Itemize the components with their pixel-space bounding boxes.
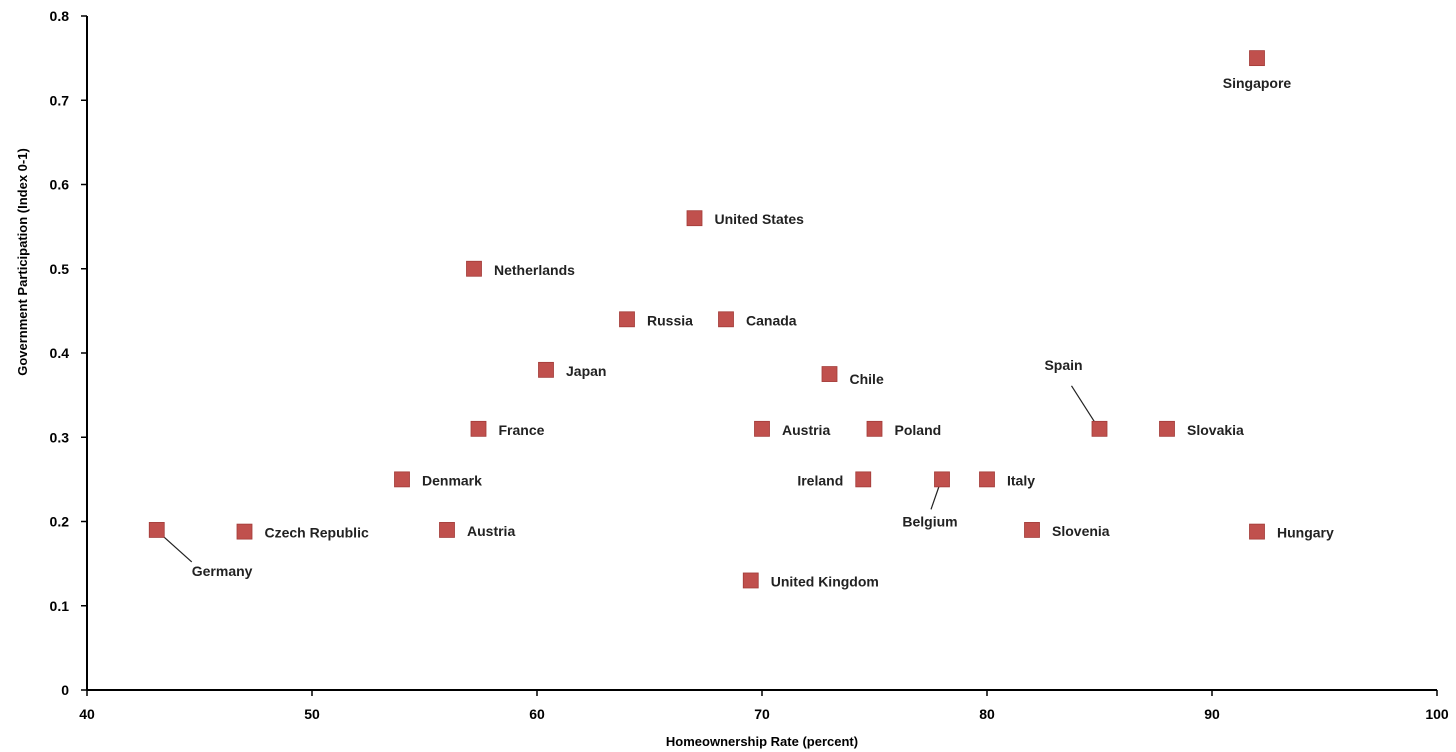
data-point-russia	[620, 312, 635, 327]
y-tick-label: 0.5	[50, 261, 70, 277]
leader-line-germany	[163, 536, 192, 562]
data-point-spain	[1092, 421, 1107, 436]
data-point-italy	[980, 472, 995, 487]
point-label-germany: Germany	[192, 563, 253, 579]
y-tick-label: 0.4	[50, 345, 70, 361]
point-label-united-kingdom: United Kingdom	[771, 573, 879, 589]
point-label-slovenia: Slovenia	[1052, 523, 1110, 539]
y-tick-label: 0.6	[50, 177, 70, 193]
y-tick-label: 0.8	[50, 8, 70, 24]
y-tick-label: 0.7	[50, 92, 70, 108]
data-point-slovenia	[1025, 522, 1040, 537]
point-label-spain: Spain	[1044, 357, 1082, 373]
data-point-czech-republic	[237, 524, 252, 539]
point-label-canada: Canada	[746, 312, 797, 328]
data-point-japan	[539, 362, 554, 377]
data-point-netherlands	[467, 261, 482, 276]
point-label-netherlands: Netherlands	[494, 262, 575, 278]
point-label-czech-republic: Czech Republic	[265, 525, 369, 541]
y-tick-label: 0.3	[50, 429, 70, 445]
x-tick-label: 90	[1204, 706, 1220, 722]
data-point-austria	[440, 522, 455, 537]
x-tick-label: 100	[1425, 706, 1449, 722]
data-points	[149, 51, 1264, 588]
x-tick-label: 50	[304, 706, 320, 722]
axes	[81, 16, 1437, 696]
data-point-germany	[149, 522, 164, 537]
data-point-poland	[867, 421, 882, 436]
data-point-denmark	[395, 472, 410, 487]
point-label-france: France	[499, 422, 545, 438]
data-point-canada	[719, 312, 734, 327]
point-label-hungary: Hungary	[1277, 525, 1334, 541]
point-labels: Germany Czech Republic Austria Denmark Franc…	[192, 75, 1334, 589]
point-label-ireland: Ireland	[797, 472, 843, 488]
data-point-united-kingdom	[743, 573, 758, 588]
x-axis-title: Homeownership Rate (percent)	[666, 734, 858, 749]
data-point-united-states	[687, 211, 702, 226]
data-point-ireland	[856, 472, 871, 487]
data-point-chile	[822, 367, 837, 382]
data-point-austria	[755, 421, 770, 436]
leader-line-belgium	[931, 486, 939, 509]
point-label-austria: Austria	[782, 422, 830, 438]
point-label-chile: Chile	[850, 371, 884, 387]
data-point-singapore	[1250, 51, 1265, 66]
point-label-italy: Italy	[1007, 472, 1035, 488]
x-tick-label: 40	[79, 706, 95, 722]
point-label-austria: Austria	[467, 523, 515, 539]
point-label-slovakia: Slovakia	[1187, 422, 1244, 438]
point-label-singapore: Singapore	[1223, 75, 1292, 91]
point-label-russia: Russia	[647, 312, 693, 328]
point-label-japan: Japan	[566, 363, 606, 379]
x-tick-label: 70	[754, 706, 770, 722]
tick-labels: 0 0.1 0.2 0.3 0.4 0.5 0.6 0.7 0.8 40 50 60 70 80 90 100	[50, 8, 1449, 722]
data-point-belgium	[935, 472, 950, 487]
y-tick-label: 0.2	[50, 514, 70, 530]
x-tick-label: 60	[529, 706, 545, 722]
data-point-france	[471, 421, 486, 436]
x-tick-label: 80	[979, 706, 995, 722]
y-axis-title: Government Participation (Index 0-1)	[15, 148, 30, 376]
point-label-poland: Poland	[895, 422, 942, 438]
data-point-slovakia	[1160, 421, 1175, 436]
point-label-united-states: United States	[715, 211, 805, 227]
y-tick-label: 0	[61, 682, 69, 698]
leader-line-spain	[1072, 386, 1095, 422]
point-label-denmark: Denmark	[422, 472, 482, 488]
data-point-hungary	[1250, 524, 1265, 539]
point-label-belgium: Belgium	[902, 513, 957, 529]
y-tick-label: 0.1	[50, 598, 70, 614]
